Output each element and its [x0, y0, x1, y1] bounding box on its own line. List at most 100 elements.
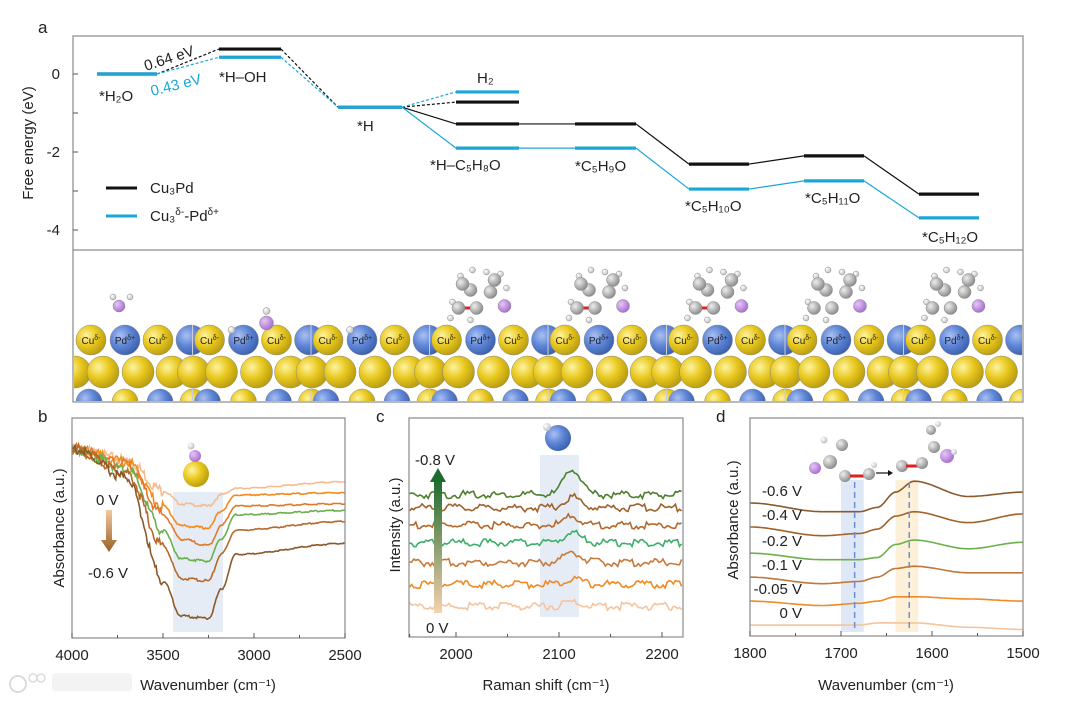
structure-cell: Cuδ- Pdδ+ Cuδ-: [888, 266, 1022, 401]
x-tick-label: 2000: [439, 646, 472, 663]
atom-bottom: [668, 388, 695, 401]
x-axis-ticks: 2000 2100 2200: [409, 632, 679, 663]
atom-second-row: [888, 355, 921, 389]
panel-label-c: c: [376, 407, 385, 426]
watermark: [9, 673, 132, 693]
c-atom: [839, 285, 853, 299]
cu-atom: [549, 324, 581, 356]
connector-blue: [280, 56, 339, 108]
atom-second-row: [86, 355, 120, 389]
atom-bottom: [502, 388, 529, 401]
pd-atom: [346, 324, 378, 356]
x-tick-label: 1700: [824, 645, 857, 662]
atom-bottom: [976, 388, 1003, 401]
cu-atom: [972, 324, 1003, 356]
arrow-head: [430, 468, 446, 482]
y-axis-label: Absorbance (a.u.): [51, 468, 68, 587]
atom-label: Pdδ+: [589, 335, 609, 347]
h-atom: [838, 268, 846, 276]
cu-atom: [142, 324, 174, 356]
adsorbate: [447, 266, 512, 324]
annotation-0v: 0 V: [426, 620, 449, 637]
arrow-up-icon: [434, 480, 442, 613]
h-atom: [467, 316, 474, 324]
pd-atom: [228, 324, 259, 356]
c-atom: [720, 285, 735, 299]
h-atom: [126, 293, 134, 301]
x-axis-label: Wavenumber (cm⁻¹): [818, 677, 954, 694]
h-atom: [704, 316, 711, 324]
cu-atom: [616, 324, 648, 356]
spectrum-curve: [71, 445, 346, 564]
c-atom: [843, 273, 857, 287]
panel-a: a 0 -2 -4 Free energy (eV) *H₂O *H–OH *H H…: [20, 18, 1024, 403]
raman-curve: [409, 469, 682, 501]
atom-label: Cuδ-: [911, 335, 931, 347]
connector-black: [156, 48, 220, 75]
atom-label: Pdδ+: [352, 335, 372, 347]
atom-second-row: [205, 355, 238, 389]
step-label-hoh: *H–OH: [219, 69, 267, 86]
h-atom: [858, 284, 866, 292]
atom-label: Cuδ-: [385, 335, 405, 347]
connector-black: [401, 106, 457, 125]
potential-label: -0.1 V: [762, 557, 802, 574]
highlight-band: [173, 492, 223, 632]
panel-b: b 4000 3500 3000 2500 Absorbance (a.u.) Wav…: [9, 407, 362, 694]
panel-c-frame: [408, 417, 684, 638]
atom-bottom: [75, 388, 103, 401]
atom-label: Cuδ-: [859, 335, 879, 347]
y-tick-label: 0: [52, 66, 60, 83]
atom-bottom: [549, 388, 577, 401]
atom-second-row: [177, 355, 210, 389]
atom-bottom: [230, 388, 257, 401]
atom-label: Cuδ-: [81, 335, 101, 347]
molecule-transition-icon: [809, 421, 957, 482]
atom-bottom: [383, 388, 411, 401]
h-atom: [109, 293, 117, 301]
x-axis-ticks: 4000 3500 3000 2500: [55, 633, 362, 664]
energy-levels: [97, 47, 979, 220]
highlight-band: [895, 480, 919, 632]
h-atom: [621, 284, 629, 292]
spectrum-curve: [71, 443, 346, 508]
cu-atom: [194, 324, 225, 356]
panel-label-b: b: [38, 407, 47, 426]
pd-atom: [109, 324, 141, 356]
ir-curve: [750, 622, 1024, 631]
atom-bottom: [739, 388, 766, 401]
raman-curve: [409, 512, 682, 531]
connector-h2: [401, 91, 457, 108]
h-atom: [262, 307, 271, 315]
pd-atom: [702, 324, 733, 356]
raman-curve: [408, 598, 683, 613]
structure-cell: Cuδ- Pdδ+ Cuδ-: [532, 266, 681, 401]
highlight-bands: [841, 480, 919, 632]
atom-second-row: [714, 355, 747, 389]
connector-h2: [401, 101, 457, 108]
annotation-neg08v: -0.8 V: [415, 452, 455, 469]
annotation-0v: 0 V: [96, 492, 119, 509]
structure-cell: Cuδ- Pdδ+ Cuδ-: [414, 266, 562, 401]
c-atom: [925, 301, 940, 315]
atom-label: Cuδ-: [792, 335, 812, 347]
o-atom: [853, 299, 867, 313]
atom-label: Pdδ+: [233, 335, 253, 347]
panel-label-a: a: [38, 18, 48, 37]
c-atom: [455, 277, 470, 291]
y-axis-ticks: 0 -2 -4: [47, 66, 78, 239]
atom-bottom: [467, 388, 494, 401]
atom-label: Pdδ+: [115, 335, 135, 347]
o-atom: [734, 299, 749, 313]
y-axis-label: Free energy (eV): [20, 86, 37, 199]
legend: Cu₃Pd Cu₃δ--Pdδ+: [106, 180, 219, 225]
atom-second-row: [595, 355, 629, 389]
c-atom: [451, 301, 466, 315]
connector-blue: [156, 56, 220, 75]
c-atom: [961, 273, 976, 287]
cu-atom: [786, 324, 818, 356]
potential-label: -0.4 V: [762, 507, 802, 524]
atom-bottom: [585, 388, 613, 401]
atom-bottom: [146, 388, 174, 401]
y-axis-label: Absorbance (a.u.): [725, 460, 742, 579]
